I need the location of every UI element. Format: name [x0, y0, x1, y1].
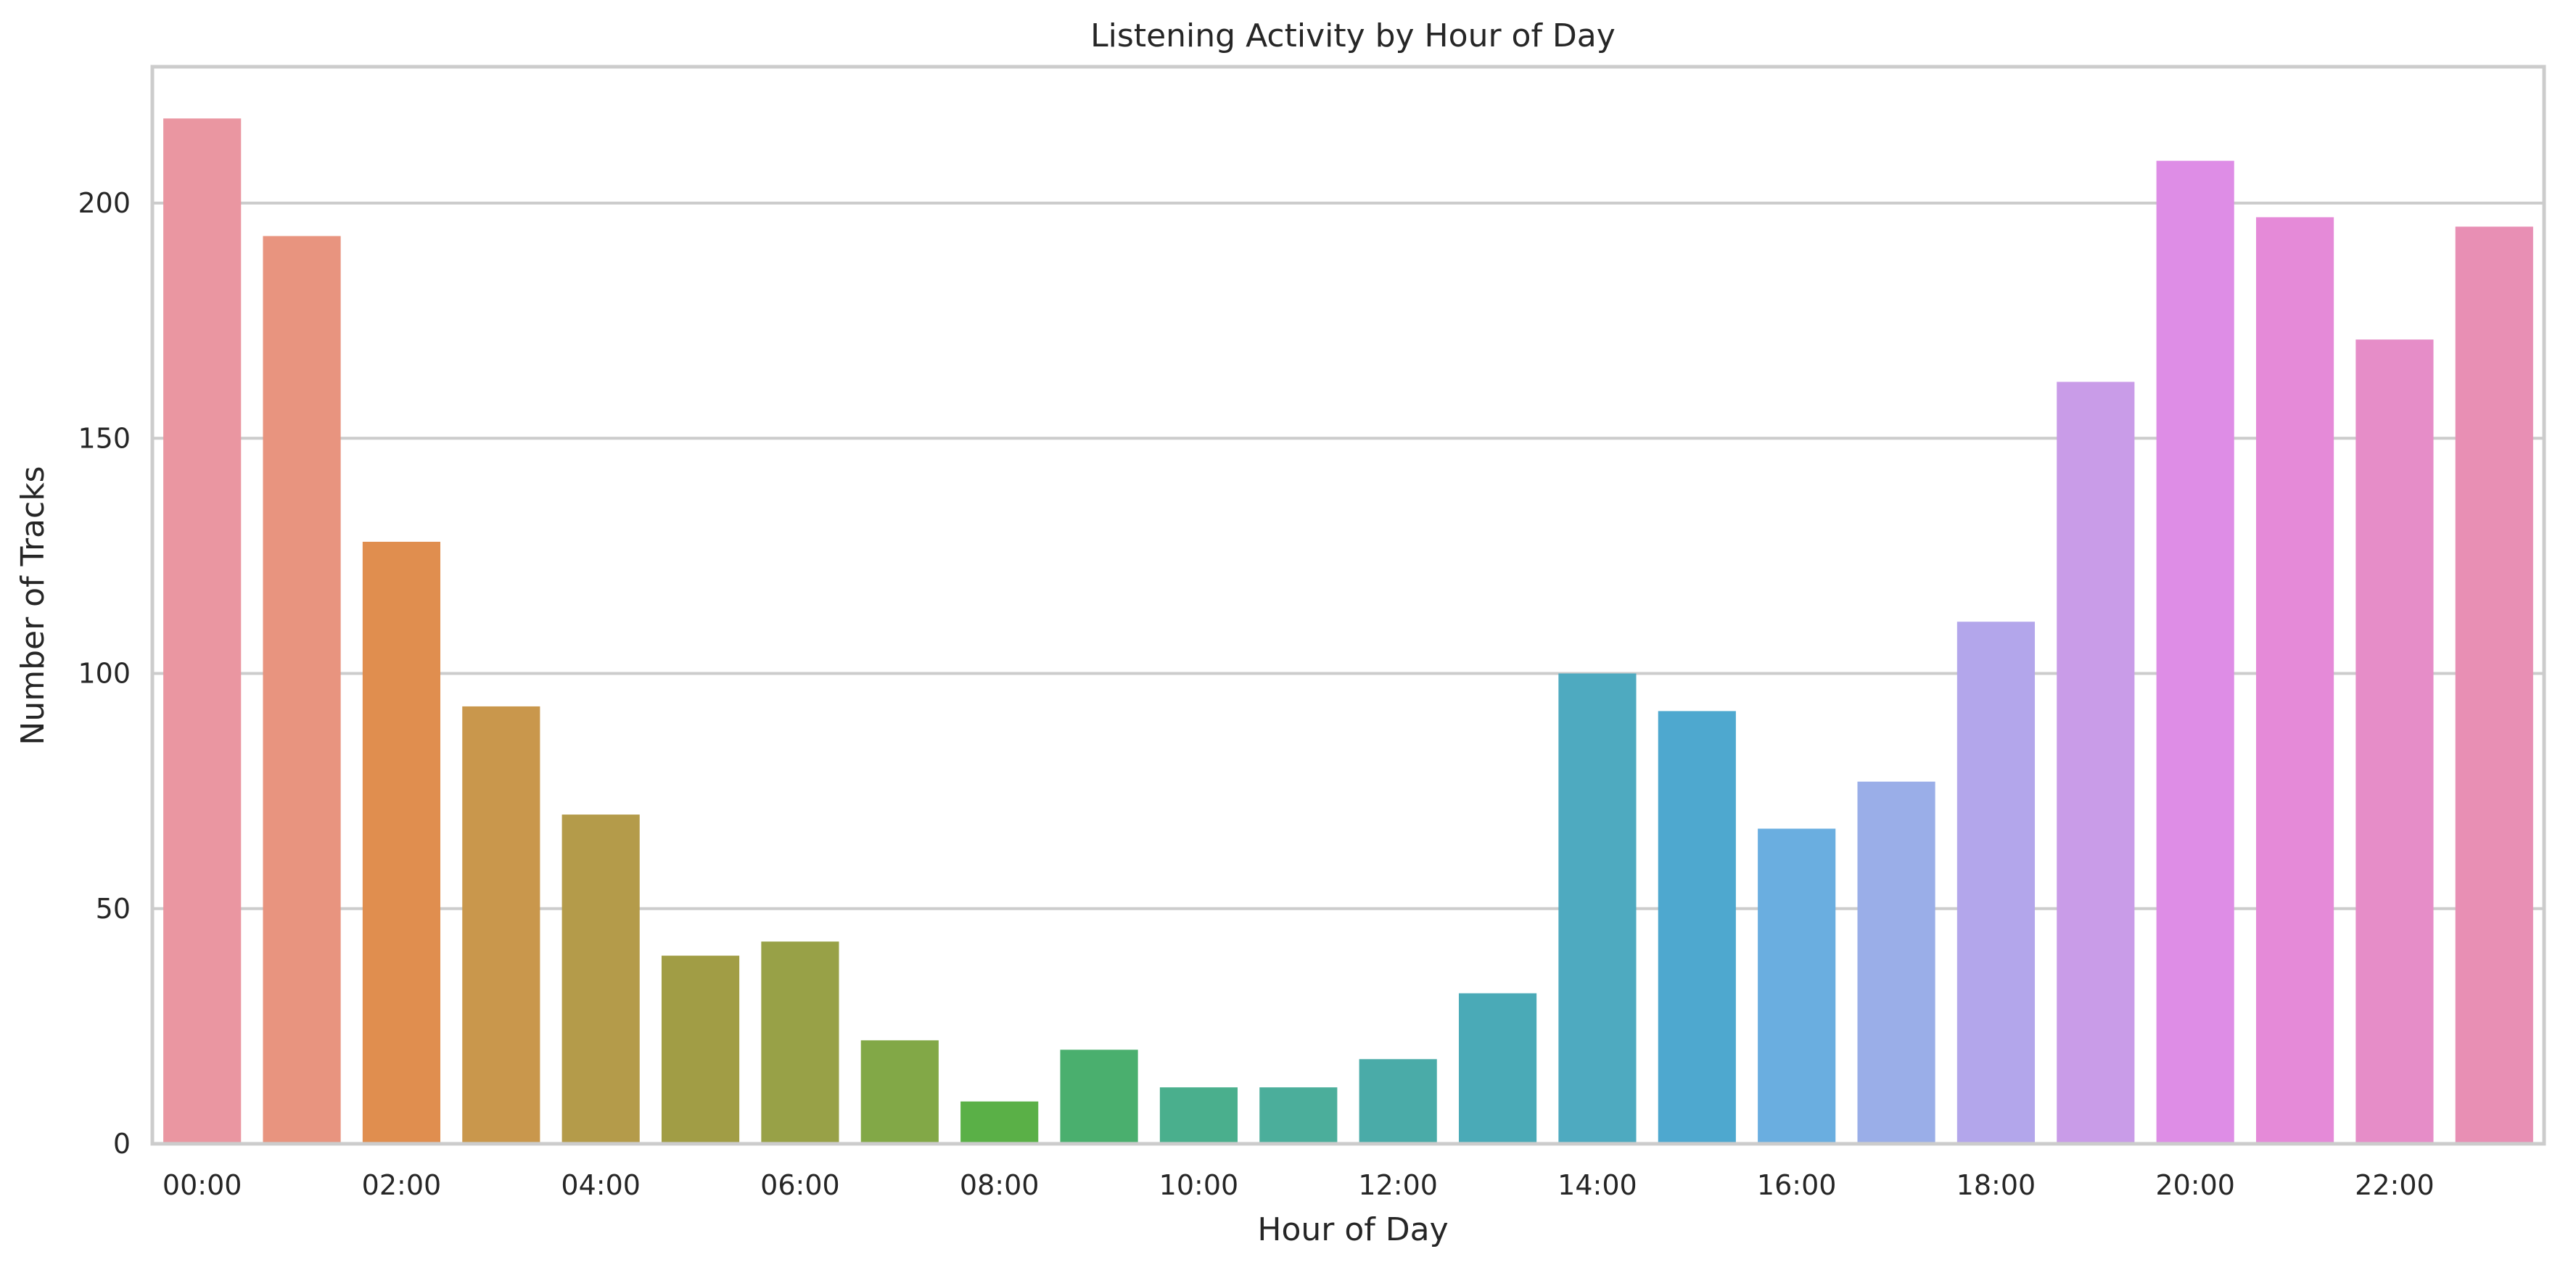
x-tick-label: 12:00 [1358, 1169, 1438, 1201]
y-tick-label: 150 [78, 422, 131, 454]
bar-08:00 [960, 1101, 1039, 1144]
y-tick-label: 100 [78, 658, 131, 690]
bar-04:00 [561, 815, 640, 1144]
x-tick-label: 18:00 [1956, 1169, 2036, 1201]
bar-16:00 [1758, 828, 1836, 1144]
bar-17:00 [1857, 781, 1935, 1144]
bar-11:00 [1259, 1087, 1338, 1144]
x-tick-label: 22:00 [2355, 1169, 2435, 1201]
x-tick-label: 04:00 [561, 1169, 641, 1201]
y-tick-label: 50 [96, 893, 131, 925]
bar-03:00 [462, 706, 540, 1144]
bar-20:00 [2156, 160, 2234, 1144]
bar-22:00 [2355, 339, 2434, 1144]
bar-06:00 [761, 941, 839, 1144]
bars [163, 118, 2533, 1145]
y-tick-labels: 0 50 100 150 200 [78, 187, 131, 1160]
bar-13:00 [1458, 993, 1537, 1144]
bar-21:00 [2255, 217, 2334, 1144]
bar-01:00 [263, 236, 341, 1145]
x-tick-label: 16:00 [1757, 1169, 1837, 1201]
bar-14:00 [1558, 673, 1637, 1144]
bar-15:00 [1658, 711, 1736, 1144]
bar-12:00 [1359, 1059, 1437, 1144]
x-axis-label: Hour of Day [1257, 1211, 1448, 1248]
bar-07:00 [860, 1040, 939, 1144]
chart-title: Listening Activity by Hour of Day [1090, 17, 1616, 54]
bar-05:00 [661, 955, 740, 1144]
bar-00:00 [163, 118, 242, 1144]
bar-19:00 [2057, 382, 2135, 1144]
bar-02:00 [362, 541, 441, 1144]
x-tick-label: 02:00 [362, 1169, 442, 1201]
x-tick-label: 20:00 [2155, 1169, 2235, 1201]
x-tick-labels: 00:00 02:00 04:00 06:00 08:00 10:00 12:00 14:00… [162, 1169, 2435, 1201]
bar-18:00 [1956, 622, 2036, 1144]
x-tick-label: 06:00 [760, 1169, 840, 1201]
y-tick-label: 200 [78, 187, 131, 219]
plot-frame [150, 65, 2546, 1146]
bar-09:00 [1060, 1050, 1138, 1144]
bar-10:00 [1159, 1087, 1238, 1144]
x-tick-label: 14:00 [1557, 1169, 1637, 1201]
y-axis-label: Number of Tracks [15, 466, 52, 745]
x-tick-label: 08:00 [960, 1169, 1040, 1201]
y-tick-label: 0 [113, 1128, 131, 1160]
x-tick-label: 10:00 [1159, 1169, 1239, 1201]
x-tick-label: 00:00 [162, 1169, 242, 1201]
bar-23:00 [2455, 226, 2533, 1144]
